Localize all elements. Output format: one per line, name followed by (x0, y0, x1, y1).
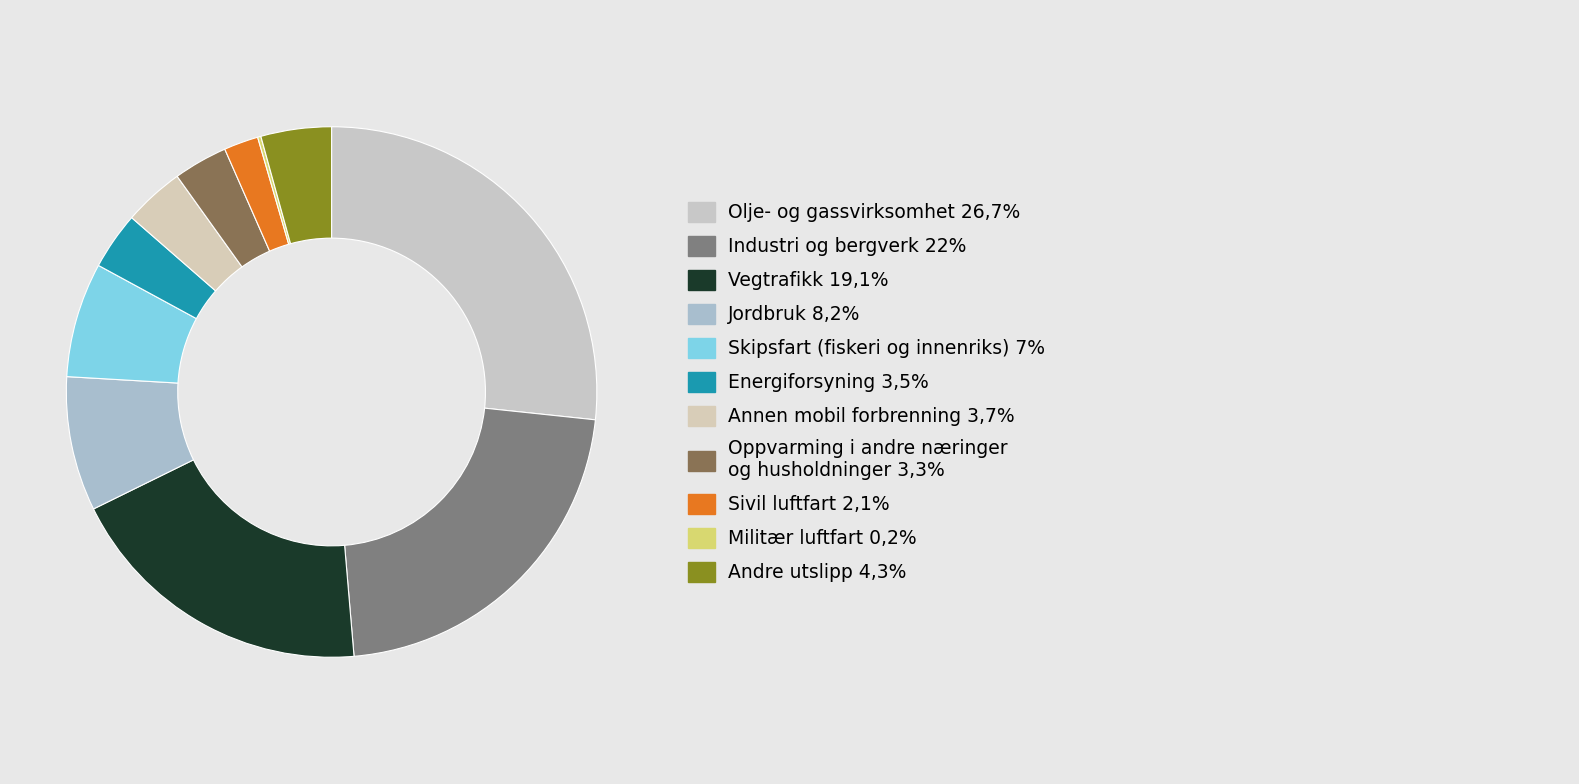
Wedge shape (261, 127, 332, 244)
Legend: Olje- og gassvirksomhet 26,7%, Industri og bergverk 22%, Vegtrafikk 19,1%, Jordb: Olje- og gassvirksomhet 26,7%, Industri … (688, 201, 1045, 583)
Wedge shape (66, 266, 196, 383)
Wedge shape (224, 137, 289, 251)
Wedge shape (98, 218, 216, 318)
Wedge shape (66, 376, 194, 509)
Wedge shape (257, 136, 291, 245)
Wedge shape (177, 149, 270, 267)
Wedge shape (131, 176, 242, 291)
Wedge shape (344, 408, 595, 656)
Wedge shape (93, 460, 354, 657)
Wedge shape (332, 127, 597, 420)
